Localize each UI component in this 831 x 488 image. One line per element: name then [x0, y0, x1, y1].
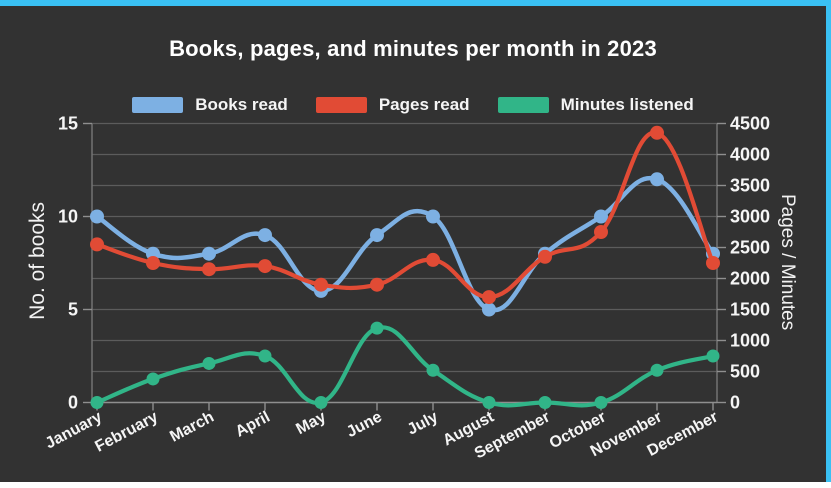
data-point-books-read[interactable] — [594, 209, 608, 224]
x-tick-label: March — [167, 409, 217, 446]
data-point-pages-read[interactable] — [426, 252, 440, 267]
data-point-minutes-listened[interactable] — [706, 349, 720, 363]
data-point-books-read[interactable] — [426, 209, 440, 224]
legend: Books read Pages read Minutes listened — [0, 95, 826, 115]
data-point-pages-read[interactable] — [314, 277, 328, 292]
legend-swatch — [497, 97, 549, 113]
legend-swatch — [315, 97, 367, 113]
legend-label: Minutes listened — [560, 95, 694, 114]
data-point-minutes-listened[interactable] — [314, 396, 328, 409]
data-point-books-read[interactable] — [370, 228, 384, 243]
data-point-minutes-listened[interactable] — [538, 396, 552, 409]
data-point-minutes-listened[interactable] — [650, 363, 664, 377]
data-point-minutes-listened[interactable] — [146, 372, 160, 386]
data-point-pages-read[interactable] — [538, 249, 552, 264]
data-point-pages-read[interactable] — [594, 225, 608, 239]
y-tick-label-left: 5 — [68, 300, 78, 320]
series-line-minutes-listened — [94, 325, 716, 408]
data-point-pages-read[interactable] — [706, 256, 720, 270]
data-point-books-read[interactable] — [202, 246, 216, 261]
legend-label: Pages read — [378, 95, 470, 114]
data-point-minutes-listened[interactable] — [594, 396, 608, 409]
data-point-pages-read[interactable] — [146, 256, 160, 270]
y-tick-label-right: 500 — [730, 362, 760, 382]
data-point-books-read[interactable] — [90, 209, 104, 224]
legend-item-minutes-listened[interactable]: Minutes listened — [497, 95, 694, 115]
x-tick-label: June — [344, 408, 385, 441]
legend-item-pages-read[interactable]: Pages read — [315, 95, 470, 115]
data-point-pages-read[interactable] — [370, 277, 384, 292]
y-tick-label-right: 0 — [730, 393, 740, 413]
legend-item-books-read[interactable]: Books read — [132, 95, 288, 115]
legend-swatch — [132, 97, 184, 113]
data-point-minutes-listened[interactable] — [482, 396, 496, 409]
y-tick-label-left: 15 — [58, 114, 78, 134]
y-tick-label-right: 3500 — [730, 176, 770, 196]
data-point-minutes-listened[interactable] — [90, 396, 104, 409]
y-tick-label-right: 2500 — [730, 238, 770, 258]
data-point-minutes-listened[interactable] — [370, 321, 384, 335]
data-point-minutes-listened[interactable] — [258, 349, 272, 363]
y-tick-label-right: 2000 — [730, 269, 770, 289]
data-point-pages-read[interactable] — [90, 237, 104, 252]
line-chart: 0 5 10 15 0 500 1000 1500 2000 2500 3000 3500 4000 45… — [43, 114, 770, 463]
y-tick-label-right: 3000 — [730, 207, 770, 227]
y-tick-label-right: 1000 — [730, 331, 770, 351]
y-tick-label-left: 10 — [58, 207, 78, 227]
left-axis-title: No. of books — [26, 202, 49, 320]
data-point-pages-read[interactable] — [482, 290, 496, 305]
data-point-books-read[interactable] — [482, 302, 496, 317]
x-tick-label: April — [233, 409, 273, 441]
data-point-pages-read[interactable] — [258, 259, 272, 274]
page-title: Books, pages, and minutes per month in 2… — [169, 36, 657, 61]
x-tick-label: July — [405, 408, 441, 438]
data-point-books-read[interactable] — [258, 228, 272, 243]
data-point-minutes-listened[interactable] — [202, 356, 216, 370]
x-tick-label: May — [293, 408, 329, 438]
legend-label: Books read — [195, 95, 288, 114]
y-tick-label-right: 4500 — [730, 114, 770, 134]
right-axis-title: Pages / Minutes — [777, 194, 798, 331]
y-tick-label-left: 0 — [68, 393, 78, 413]
x-tick-label: February — [92, 408, 161, 455]
data-point-pages-read[interactable] — [650, 125, 664, 140]
data-point-books-read[interactable] — [650, 172, 664, 187]
data-point-pages-read[interactable] — [202, 262, 216, 277]
data-point-minutes-listened[interactable] — [426, 363, 440, 377]
y-tick-label-right: 4000 — [730, 145, 770, 165]
y-tick-label-right: 1500 — [730, 300, 770, 320]
